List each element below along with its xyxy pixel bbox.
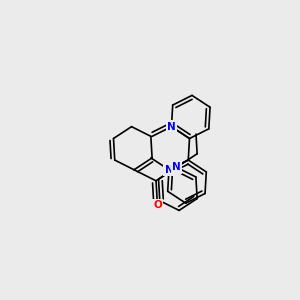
Text: N: N: [172, 162, 181, 172]
Text: N: N: [165, 165, 173, 175]
Text: N: N: [167, 122, 176, 132]
Text: O: O: [153, 200, 162, 210]
